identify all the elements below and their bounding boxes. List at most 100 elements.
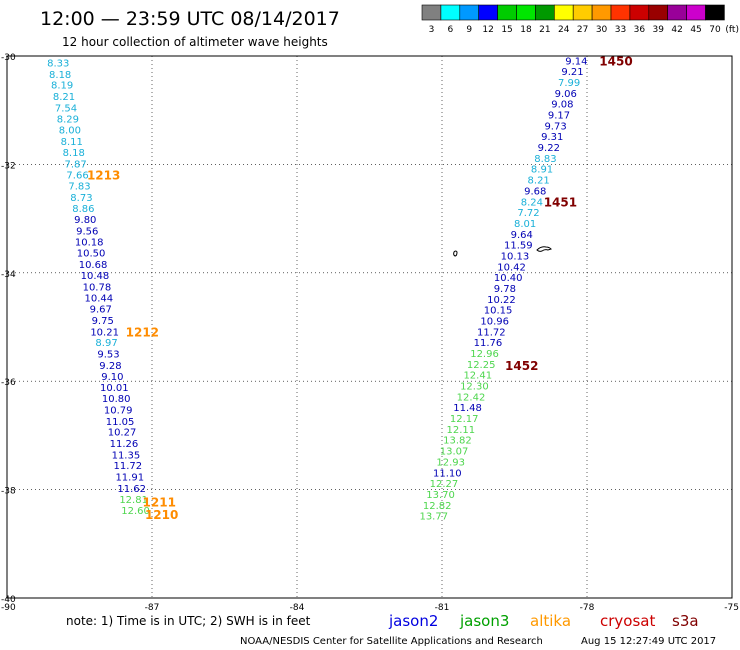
satellite-name: jason2	[388, 612, 438, 630]
track-west: 8.338.188.198.217.548.298.008.118.187.87…	[47, 59, 150, 518]
wave-height-value: 12.27	[430, 479, 459, 490]
wave-height-value: 9.31	[541, 132, 563, 143]
map-subtitle: 12 hour collection of altimeter wave hei…	[62, 35, 328, 49]
wave-height-value: 8.97	[95, 338, 117, 349]
lon-tick-label: -75	[724, 603, 739, 613]
wave-height-value: 12.30	[460, 382, 489, 393]
wave-height-value: 10.79	[104, 405, 133, 416]
legend-swatch	[535, 4, 555, 21]
wave-height-value: 12.17	[450, 414, 479, 425]
wave-height-value: 7.99	[558, 78, 580, 89]
wave-height-value: 10.78	[83, 282, 112, 293]
lon-tick-label: -78	[580, 603, 595, 613]
map-frame	[6, 55, 733, 599]
wave-height-value: 7.72	[517, 208, 539, 219]
legend-swatch	[572, 4, 593, 21]
satellite-name: cryosat	[600, 612, 655, 630]
lon-tick-label: -84	[290, 603, 305, 613]
wave-height-value: 9.21	[561, 67, 583, 78]
wave-height-value: 8.29	[57, 114, 79, 125]
wave-height-value: 11.62	[117, 484, 146, 495]
wave-height-value: 13.07	[440, 447, 469, 458]
wave-height-value: 10.48	[81, 271, 110, 282]
wave-height-value: 10.68	[79, 260, 108, 271]
wave-height-value: 12.60	[121, 506, 150, 517]
wave-height-value: 9.17	[548, 111, 570, 122]
wave-height-value: 8.00	[59, 126, 81, 137]
wave-height-value: 12.93	[436, 457, 465, 468]
legend-label: 27	[577, 25, 588, 35]
wave-height-value: 10.40	[494, 273, 523, 284]
wave-height-value: 10.13	[501, 251, 530, 262]
legend-label: 15	[501, 25, 512, 35]
wave-height-value: 13.70	[426, 490, 455, 501]
wave-height-value: 9.67	[90, 305, 112, 316]
legend-swatch	[686, 4, 706, 21]
legend-label: 30	[596, 25, 608, 35]
legend-label: 45	[690, 25, 701, 35]
wave-height-value: 9.28	[99, 361, 121, 372]
wave-height-value: 12.42	[457, 392, 486, 403]
axis-ticks: -30 -32 -34 -36 -38 -40-90 -87 -84 -81 -78 -75	[1, 53, 739, 613]
legend-swatch	[667, 4, 687, 21]
satellite-legend: jason2 jason3 altika cryosat s3a	[388, 612, 699, 630]
wave-height-value: 9.56	[76, 227, 98, 238]
wave-height-value: 11.76	[474, 338, 503, 349]
legend-label: 9	[466, 25, 472, 35]
pass-time-label: 1452	[505, 359, 538, 373]
wave-height-value: 7.54	[55, 103, 77, 114]
wave-height-value: 8.19	[51, 81, 73, 92]
lon-tick-label: -81	[435, 603, 450, 613]
wave-height-value: 11.05	[106, 417, 135, 428]
wave-height-value: 8.01	[514, 219, 536, 230]
pass-time-label: 1451	[544, 195, 577, 209]
wave-height-value: 10.22	[487, 295, 516, 306]
satellite-name: altika	[530, 612, 571, 630]
legend-swatch	[459, 4, 479, 21]
wave-height-value: 10.80	[102, 394, 131, 405]
wave-height-value: 9.80	[74, 215, 96, 226]
wave-height-value: 8.18	[49, 70, 71, 81]
legend-swatch	[591, 4, 612, 21]
wave-height-value: 11.72	[114, 461, 143, 472]
wave-height-value: 10.50	[77, 249, 106, 260]
legend-label: 39	[653, 25, 665, 35]
wave-height-value: 8.18	[63, 148, 85, 159]
legend-swatch	[705, 4, 725, 21]
wave-height-value: 9.75	[92, 316, 114, 327]
wave-height-value: 9.06	[555, 89, 577, 100]
wave-height-value: 11.91	[115, 473, 144, 484]
legend-label: 42	[671, 25, 682, 35]
lon-tick-label: -90	[1, 603, 16, 613]
wave-height-value: 12.41	[463, 371, 492, 382]
credit-text: NOAA/NESDIS Center for Satellite Applica…	[240, 636, 543, 647]
wave-height-value: 11.26	[110, 439, 139, 450]
wave-height-value: 8.33	[47, 59, 69, 70]
wave-height-value: 13.77	[419, 512, 448, 523]
wave-height-value: 11.48	[453, 403, 482, 414]
pass-time-label: 1211	[143, 496, 176, 510]
legend-swatch	[629, 4, 650, 21]
graticule	[7, 56, 732, 598]
lon-tick-label: -87	[145, 603, 160, 613]
wave-height-value: 9.53	[97, 350, 119, 361]
wave-height-value: 8.86	[72, 204, 94, 215]
wave-height-value: 12.11	[447, 425, 476, 436]
wave-height-value: 8.73	[70, 193, 92, 204]
wave-height-value: 8.11	[61, 137, 83, 148]
legend-swatch	[421, 4, 442, 21]
wave-height-value: 7.87	[65, 159, 87, 170]
lat-tick-label: -36	[1, 378, 16, 388]
legend-swatch	[440, 4, 461, 21]
wave-height-value: 11.10	[433, 468, 462, 479]
wave-height-value: 12.25	[467, 360, 496, 371]
wave-height-value: 8.24	[521, 197, 543, 208]
wave-height-value: 8.83	[534, 154, 556, 165]
wave-height-value: 9.73	[544, 121, 566, 132]
satellite-name: s3a	[672, 612, 699, 630]
wave-height-value: 10.01	[100, 383, 129, 394]
wave-height-value: 8.21	[53, 92, 75, 103]
timestamp-text: Aug 15 12:27:49 UTC 2017	[581, 636, 716, 647]
